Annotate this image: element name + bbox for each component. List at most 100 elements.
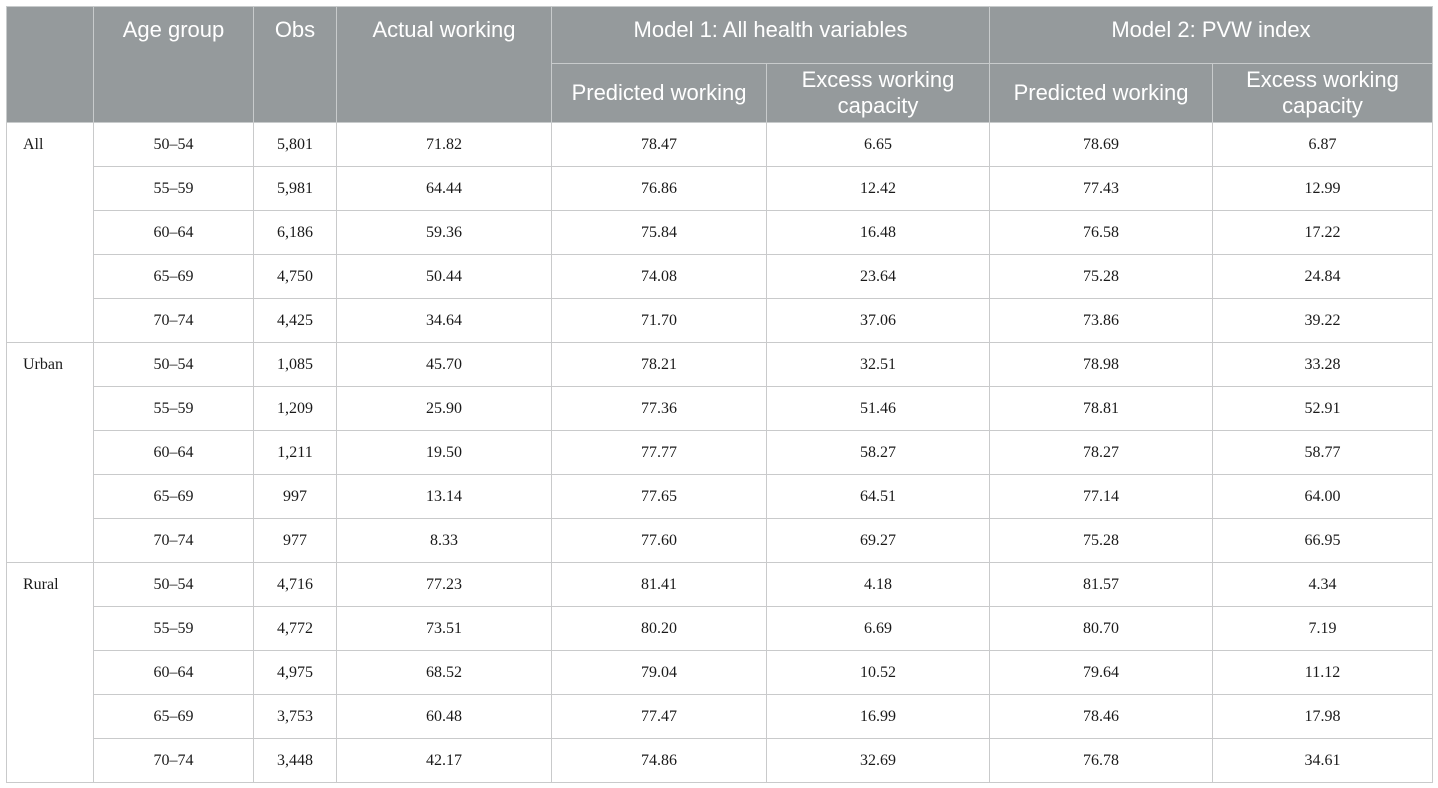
age-group-cell: 55–59: [93, 386, 254, 431]
m1-excess-cell: 32.69: [766, 738, 990, 783]
obs-cell: 3,753: [253, 694, 337, 739]
m1-excess-cell: 4.18: [766, 562, 990, 607]
age-group-cell: 70–74: [93, 298, 254, 343]
table-row: 55–59 1,209 25.90 77.36 51.46 78.81 52.91: [7, 386, 1433, 431]
obs-cell: 5,981: [253, 166, 337, 211]
age-group-cell: 65–69: [93, 254, 254, 299]
m2-excess-cell: 64.00: [1212, 474, 1433, 519]
m2-predicted-cell: 77.43: [989, 166, 1213, 211]
table-row: 65–69 4,750 50.44 74.08 23.64 75.28 24.84: [7, 254, 1433, 299]
table-row: 70–74 3,448 42.17 74.86 32.69 76.78 34.61: [7, 738, 1433, 783]
m1-excess-cell: 23.64: [766, 254, 990, 299]
m1-excess-cell: 51.46: [766, 386, 990, 431]
m1-predicted-cell: 77.47: [551, 694, 767, 739]
obs-cell: 1,085: [253, 342, 337, 387]
m2-excess-cell: 11.12: [1212, 650, 1433, 695]
obs-cell: 4,772: [253, 606, 337, 651]
header-age-group: Age group: [93, 6, 254, 123]
m1-excess-cell: 6.65: [766, 122, 990, 167]
age-group-cell: 60–64: [93, 650, 254, 695]
m1-excess-cell: 10.52: [766, 650, 990, 695]
table-row: 70–74 977 8.33 77.60 69.27 75.28 66.95: [7, 518, 1433, 563]
age-group-cell: 50–54: [93, 562, 254, 607]
age-group-cell: 60–64: [93, 430, 254, 475]
obs-cell: 4,750: [253, 254, 337, 299]
obs-cell: 5,801: [253, 122, 337, 167]
age-group-cell: 65–69: [93, 694, 254, 739]
m2-predicted-cell: 78.98: [989, 342, 1213, 387]
m2-predicted-cell: 78.81: [989, 386, 1213, 431]
m1-predicted-cell: 71.70: [551, 298, 767, 343]
actual-working-cell: 19.50: [336, 430, 552, 475]
m2-excess-cell: 7.19: [1212, 606, 1433, 651]
results-table-container: Age group Obs Actual working Model 1: Al…: [6, 6, 1433, 783]
m2-predicted-cell: 76.58: [989, 210, 1213, 255]
age-group-cell: 60–64: [93, 210, 254, 255]
m1-predicted-cell: 79.04: [551, 650, 767, 695]
actual-working-cell: 71.82: [336, 122, 552, 167]
header-model-1: Model 1: All health variables: [551, 6, 990, 64]
table-row: 65–69 3,753 60.48 77.47 16.99 78.46 17.98: [7, 694, 1433, 739]
group-label-rural: Rural: [6, 562, 94, 783]
obs-cell: 997: [253, 474, 337, 519]
m1-predicted-cell: 80.20: [551, 606, 767, 651]
header-m2-predicted: Predicted working: [989, 63, 1213, 123]
m1-predicted-cell: 77.36: [551, 386, 767, 431]
age-group-cell: 50–54: [93, 342, 254, 387]
table-row: All 50–54 5,801 71.82 78.47 6.65 78.69 6.87: [6, 122, 1433, 343]
table-row: 65–69 997 13.14 77.65 64.51 77.14 64.00: [7, 474, 1433, 519]
m2-excess-cell: 33.28: [1212, 342, 1433, 387]
age-group-cell: 65–69: [93, 474, 254, 519]
m2-predicted-cell: 76.78: [989, 738, 1213, 783]
m1-excess-cell: 37.06: [766, 298, 990, 343]
table-row: 60–64 6,186 59.36 75.84 16.48 76.58 17.22: [7, 210, 1433, 255]
m1-excess-cell: 6.69: [766, 606, 990, 651]
actual-working-cell: 45.70: [336, 342, 552, 387]
obs-cell: 4,716: [253, 562, 337, 607]
m2-excess-cell: 66.95: [1212, 518, 1433, 563]
m1-excess-cell: 12.42: [766, 166, 990, 211]
group-label-all: All: [6, 122, 94, 343]
m1-predicted-cell: 74.08: [551, 254, 767, 299]
table-row: 55–59 5,981 64.44 76.86 12.42 77.43 12.99: [7, 166, 1433, 211]
m2-excess-cell: 39.22: [1212, 298, 1433, 343]
table-body: All 50–54 5,801 71.82 78.47 6.65 78.69 6.87 55–5…: [6, 122, 1433, 783]
age-group-cell: 50–54: [93, 122, 254, 167]
m1-predicted-cell: 77.77: [551, 430, 767, 475]
obs-cell: 4,975: [253, 650, 337, 695]
age-group-cell: 55–59: [93, 606, 254, 651]
table-row: 60–64 1,211 19.50 77.77 58.27 78.27 58.77: [7, 430, 1433, 475]
table-row: 70–74 4,425 34.64 71.70 37.06 73.86 39.22: [7, 298, 1433, 343]
header-actual-working: Actual working: [336, 6, 552, 123]
m1-predicted-cell: 76.86: [551, 166, 767, 211]
m2-excess-cell: 58.77: [1212, 430, 1433, 475]
header-model-2: Model 2: PVW index: [989, 6, 1433, 64]
obs-cell: 6,186: [253, 210, 337, 255]
actual-working-cell: 68.52: [336, 650, 552, 695]
table-row: 55–59 4,772 73.51 80.20 6.69 80.70 7.19: [7, 606, 1433, 651]
m2-predicted-cell: 75.28: [989, 518, 1213, 563]
age-group-cell: 70–74: [93, 738, 254, 783]
table-row: 60–64 4,975 68.52 79.04 10.52 79.64 11.12: [7, 650, 1433, 695]
m1-predicted-cell: 78.47: [551, 122, 767, 167]
results-table: Age group Obs Actual working Model 1: Al…: [6, 6, 1433, 783]
header-group-blank: [6, 6, 94, 123]
header-m1-excess: Excess working capacity: [766, 63, 990, 123]
obs-cell: 977: [253, 518, 337, 563]
m1-excess-cell: 32.51: [766, 342, 990, 387]
m2-excess-cell: 17.98: [1212, 694, 1433, 739]
header-m1-predicted: Predicted working: [551, 63, 767, 123]
actual-working-cell: 8.33: [336, 518, 552, 563]
m2-predicted-cell: 75.28: [989, 254, 1213, 299]
actual-working-cell: 59.36: [336, 210, 552, 255]
m2-predicted-cell: 79.64: [989, 650, 1213, 695]
m2-predicted-cell: 80.70: [989, 606, 1213, 651]
m2-excess-cell: 24.84: [1212, 254, 1433, 299]
m2-predicted-cell: 81.57: [989, 562, 1213, 607]
header-obs: Obs: [253, 6, 337, 123]
obs-cell: 1,211: [253, 430, 337, 475]
m1-predicted-cell: 75.84: [551, 210, 767, 255]
header-row-sub: Predicted working Excess working capacit…: [7, 63, 1433, 123]
group-label-urban: Urban: [6, 342, 94, 563]
actual-working-cell: 77.23: [336, 562, 552, 607]
